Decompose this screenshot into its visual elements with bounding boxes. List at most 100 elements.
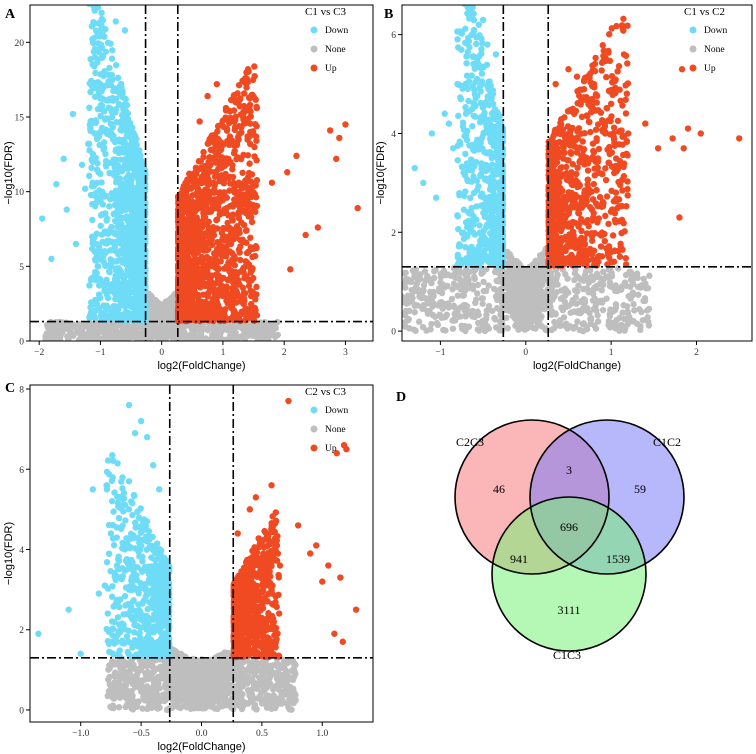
point-down — [92, 301, 99, 308]
point-up — [186, 218, 193, 225]
point-up — [229, 161, 236, 169]
y-tick-label: 10 — [15, 188, 25, 198]
point-down — [53, 181, 60, 188]
point-up — [183, 208, 190, 216]
point-up — [202, 179, 210, 186]
point-up — [245, 94, 253, 101]
point-up — [219, 292, 227, 300]
point-down — [93, 274, 101, 282]
point-down — [111, 164, 118, 171]
point-up — [186, 170, 193, 177]
point-down — [139, 229, 146, 237]
point-down — [89, 36, 96, 43]
point-none — [491, 314, 498, 322]
point-up — [240, 109, 247, 117]
point-up — [240, 221, 248, 229]
point-up — [193, 291, 200, 298]
point-none — [107, 327, 114, 334]
point-up — [223, 194, 231, 201]
point-up — [208, 224, 215, 232]
point-up — [192, 215, 199, 223]
point-up — [217, 310, 225, 317]
point-down — [136, 280, 143, 287]
y-tick-label: 20 — [15, 39, 25, 49]
point-down — [130, 252, 137, 260]
point-up — [240, 102, 248, 110]
point-up — [244, 174, 252, 181]
point-down — [100, 310, 107, 318]
point-up — [237, 256, 244, 264]
point-up — [214, 128, 221, 135]
point-down — [101, 193, 108, 200]
point-up — [293, 152, 300, 160]
point-up — [190, 181, 198, 189]
point-up — [236, 293, 243, 300]
point-none — [137, 330, 145, 337]
point-none — [224, 326, 231, 334]
point-none — [496, 287, 504, 295]
point-up — [222, 104, 230, 112]
point-up — [211, 173, 219, 180]
point-down — [92, 257, 99, 264]
point-none — [75, 321, 83, 328]
point-up — [235, 226, 243, 233]
point-up — [354, 204, 361, 212]
point-down — [110, 87, 117, 95]
plot-area — [39, 5, 361, 341]
point-up — [213, 216, 221, 223]
point-none — [54, 322, 61, 329]
point-down — [125, 171, 132, 179]
legend-label-down: Down — [325, 26, 348, 36]
point-up — [191, 173, 198, 181]
point-down — [105, 81, 112, 89]
point-up — [181, 242, 189, 249]
point-up — [253, 244, 260, 252]
point-up — [235, 214, 243, 222]
point-down — [102, 162, 110, 169]
point-down — [132, 172, 140, 179]
point-down — [103, 276, 110, 283]
point-up — [252, 296, 259, 303]
point-down — [121, 27, 129, 34]
point-down — [125, 247, 132, 255]
point-up — [206, 135, 214, 143]
point-up — [241, 182, 248, 189]
point-down — [133, 141, 140, 149]
point-up — [247, 128, 254, 136]
point-down — [119, 87, 126, 95]
point-down — [102, 249, 110, 256]
point-down — [132, 303, 140, 310]
point-none — [474, 281, 482, 289]
point-down — [81, 185, 89, 192]
point-up — [238, 124, 245, 131]
point-down — [95, 48, 102, 56]
point-up — [207, 168, 214, 175]
point-up — [244, 136, 251, 143]
point-down — [111, 279, 119, 286]
point-up — [247, 178, 255, 185]
point-up — [284, 169, 291, 176]
point-up — [226, 224, 234, 232]
point-down — [102, 48, 110, 55]
point-up — [202, 230, 210, 237]
point-up — [237, 155, 245, 163]
point-up — [239, 284, 247, 292]
point-none — [119, 336, 126, 341]
x-axis-label: log2(FoldChange) — [157, 360, 245, 372]
point-down — [100, 108, 108, 115]
point-down — [89, 150, 97, 158]
point-up — [195, 202, 202, 209]
point-none — [167, 333, 175, 340]
point-down — [111, 290, 119, 297]
point-up — [200, 291, 207, 298]
point-none — [585, 279, 592, 286]
point-none — [552, 310, 559, 317]
volcano-panel-a: −2 −1 0 1 2 305101520log2(FoldChange)−log10(F… — [3, 4, 374, 372]
point-down — [135, 238, 142, 246]
point-none — [66, 333, 74, 340]
point-up — [216, 189, 224, 196]
point-up — [230, 150, 238, 157]
point-up — [250, 274, 257, 282]
point-down — [105, 104, 112, 111]
point-down — [135, 176, 142, 184]
